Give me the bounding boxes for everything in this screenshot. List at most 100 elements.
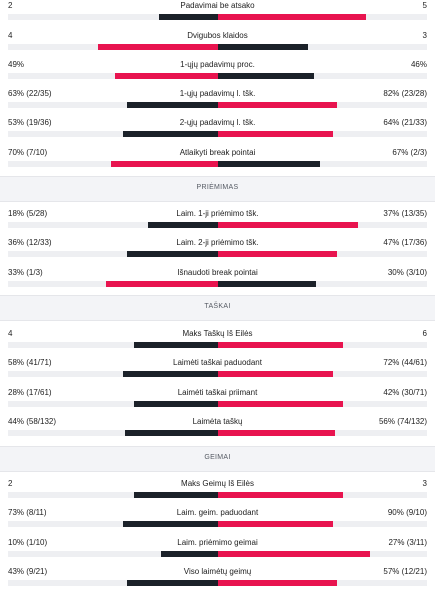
player1-value: 4 xyxy=(8,329,13,338)
stat-row-viso-laimetu-geimu: 43% (9/21) Viso laimėtų geimų 57% (12/21) xyxy=(0,567,435,590)
player1-bar xyxy=(106,281,218,287)
stat-row-laimeta-tasku: 44% (58/132) Laimėta taškų 56% (74/132) xyxy=(0,417,435,442)
player1-value: 49% xyxy=(8,60,25,69)
stat-label: 1-ųjų padavimų l. tšk. xyxy=(179,89,256,98)
stat-label: Laimėti taškai priimant xyxy=(177,388,258,397)
player1-value: 53% (19/36) xyxy=(8,118,52,127)
stat-row-atlaikyti-break-pointai: 70% (7/10) Atlaikyti break pointai 67% (2/… xyxy=(0,148,435,173)
stat-row-laim-2-ji-priemimo-tsk: 36% (12/33) Laim. 2-ji priėmimo tšk. 47% (… xyxy=(0,238,435,263)
player1-bar xyxy=(127,580,218,586)
player2-value: 42% (30/71) xyxy=(383,388,427,397)
stat-row-padavimai-be-atsako: 2 Padavimai be atsako 5 xyxy=(0,1,435,26)
player1-value: 4 xyxy=(8,31,13,40)
stat-row-2-uju-padavimu-l-tsk: 53% (19/36) 2-ųjų padavimų l. tšk. 64% (21… xyxy=(0,118,435,143)
player1-bar xyxy=(133,342,218,348)
section-header-priemimas: PRIĖMIMAS xyxy=(0,176,435,202)
stat-label: Maks Geimų Iš Eilės xyxy=(181,479,254,488)
player2-bar xyxy=(217,281,316,287)
player1-bar xyxy=(123,371,218,377)
player1-value: 63% (22/35) xyxy=(8,89,52,98)
section-header-geimai: GEIMAI xyxy=(0,446,435,472)
player2-bar xyxy=(217,131,333,137)
player2-value: 90% (9/10) xyxy=(387,508,427,517)
player1-bar xyxy=(148,222,218,228)
player2-bar xyxy=(217,44,308,50)
player1-value: 2 xyxy=(8,1,13,10)
player2-value: 56% (74/132) xyxy=(378,417,427,426)
stat-row-1-uju-padavimu-l-tsk: 63% (22/35) 1-ųjų padavimų l. tšk. 82% (23… xyxy=(0,89,435,114)
stat-row-laim-priemimo-geimai: 10% (1/10) Laim. priėmimo geimai 27% (3/11… xyxy=(0,538,435,563)
player1-value: 28% (17/61) xyxy=(8,388,52,397)
player2-bar xyxy=(217,102,337,108)
player1-value: 10% (1/10) xyxy=(8,538,48,547)
stat-row-maks-tasku-is-eiles: 4 Maks Taškų Iš Eilės 6 xyxy=(0,329,435,354)
stat-label: 2-ųjų padavimų l. tšk. xyxy=(179,118,256,127)
player2-value: 67% (2/3) xyxy=(392,148,427,157)
player2-bar xyxy=(217,521,333,527)
player1-bar xyxy=(110,161,218,167)
section-header-label: PRIĖMIMAS xyxy=(196,184,239,191)
player1-bar xyxy=(133,401,218,407)
stat-row-dvigubos-klaidos: 4 Dvigubos klaidos 3 xyxy=(0,31,435,56)
stat-label: 1-ųjų padavimų proc. xyxy=(180,60,255,69)
player2-bar xyxy=(217,492,344,498)
player2-bar xyxy=(217,430,335,436)
stat-label: Laimėti taškai paduodant xyxy=(173,358,262,367)
player1-value: 2 xyxy=(8,479,13,488)
player1-value: 44% (58/132) xyxy=(8,417,57,426)
player1-bar xyxy=(160,551,218,557)
stat-label: Dvigubos klaidos xyxy=(187,31,248,40)
stat-row-laimeti-taskai-paduodant: 58% (41/71) Laimėti taškai paduodant 72% (… xyxy=(0,358,435,383)
player1-value: 18% (5/28) xyxy=(8,209,48,218)
player2-value: 30% (3/10) xyxy=(387,268,427,277)
player1-value: 36% (12/33) xyxy=(8,238,52,247)
player2-bar xyxy=(217,14,367,20)
player1-bar xyxy=(133,492,218,498)
player1-bar xyxy=(127,102,218,108)
player2-value: 37% (13/35) xyxy=(383,209,427,218)
stat-row-isnaudoti-break-pointai: 33% (1/3) Išnaudoti break pointai 30% (3/1… xyxy=(0,268,435,293)
player2-value: 64% (21/33) xyxy=(383,118,427,127)
stat-label: Išnaudoti break pointai xyxy=(177,268,258,277)
section-header-label: TAŠKAI xyxy=(204,303,231,310)
player2-value: 6 xyxy=(422,329,427,338)
player1-bar xyxy=(123,131,218,137)
stat-label: Laim. 2-ji priėmimo tšk. xyxy=(176,238,259,247)
player1-value: 43% (9/21) xyxy=(8,567,48,576)
stat-row-1-uju-padavimu-proc: 49% 1-ųjų padavimų proc. 46% xyxy=(0,60,435,85)
player1-bar xyxy=(127,251,218,257)
player2-bar xyxy=(217,342,344,348)
player2-value: 5 xyxy=(422,1,427,10)
stat-label: Padavimai be atsako xyxy=(180,1,255,10)
stat-label: Laim. 1-ji priėmimo tšk. xyxy=(176,209,259,218)
player1-bar xyxy=(98,44,218,50)
player1-value: 73% (8/11) xyxy=(8,508,47,517)
section-header-taskai: TAŠKAI xyxy=(0,295,435,321)
stat-label: Atlaikyti break pointai xyxy=(179,148,256,157)
stat-label: Laim. priėmimo geimai xyxy=(177,538,258,547)
stat-row-laimeti-taskai-priimant: 28% (17/61) Laimėti taškai priimant 42% (3… xyxy=(0,388,435,413)
stat-label: Viso laimėtų geimų xyxy=(183,567,252,576)
player2-value: 82% (23/28) xyxy=(383,89,427,98)
player2-value: 27% (3/11) xyxy=(388,538,427,547)
player2-bar xyxy=(217,401,344,407)
stat-label: Maks Taškų Iš Eilės xyxy=(182,329,253,338)
player2-bar xyxy=(217,371,333,377)
player2-bar xyxy=(217,222,358,228)
player1-value: 70% (7/10) xyxy=(8,148,48,157)
player1-value: 58% (41/71) xyxy=(8,358,52,367)
stat-row-maks-geimu-is-eiles: 2 Maks Geimų Iš Eilės 3 xyxy=(0,479,435,504)
player2-bar xyxy=(217,73,314,79)
player1-bar xyxy=(158,14,218,20)
section-header-label: GEIMAI xyxy=(204,454,231,461)
player1-bar xyxy=(125,430,218,436)
player2-bar xyxy=(217,161,321,167)
player2-value: 3 xyxy=(422,479,427,488)
player2-bar xyxy=(217,551,371,557)
player1-bar xyxy=(123,521,218,527)
player1-bar xyxy=(114,73,218,79)
player2-value: 72% (44/61) xyxy=(383,358,427,367)
stat-label: Laimėta taškų xyxy=(192,417,243,426)
stat-label: Laim. geim. paduodant xyxy=(176,508,259,517)
player2-value: 46% xyxy=(410,60,427,69)
